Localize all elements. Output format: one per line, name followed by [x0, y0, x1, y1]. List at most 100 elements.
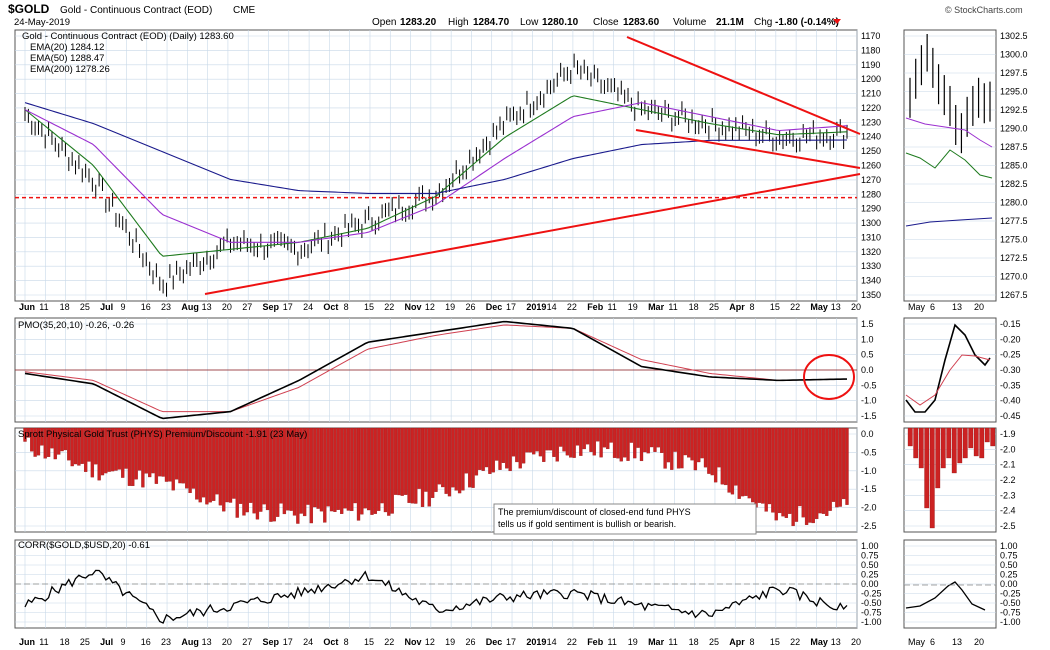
- zoom-y-tick-label: -2.1: [1000, 460, 1016, 470]
- premium-bar: [751, 427, 755, 503]
- premium-bar: [609, 427, 613, 443]
- open-label: Open: [372, 17, 396, 28]
- premium-bar: [306, 427, 310, 505]
- premium-bar: [353, 427, 357, 504]
- down-arrow-icon: [833, 19, 841, 24]
- stockcharts-logo[interactable]: © StockCharts.com: [945, 5, 1023, 15]
- premium-bar: [558, 427, 563, 447]
- header-symbol: $GOLD: [8, 2, 50, 16]
- premium-bar: [720, 427, 725, 485]
- premium-bar: [252, 427, 256, 514]
- premium-bar: [114, 427, 118, 471]
- premium-bar: [545, 427, 549, 451]
- legend-ema200: EMA(200) 1278.26: [30, 64, 110, 75]
- y-tick-label: 1.5: [861, 319, 874, 329]
- premium-bar: [569, 427, 573, 458]
- y-tick-label: 0.75: [861, 551, 879, 561]
- premium-bar: [117, 427, 121, 470]
- zoom-y-tick-label: -0.25: [1000, 589, 1021, 599]
- premium-bar: [212, 427, 216, 501]
- premium-bar: [417, 427, 421, 489]
- premium-bar: [481, 427, 485, 471]
- premium-bar: [798, 427, 802, 507]
- premium-bar: [53, 427, 57, 460]
- premium-bar: [147, 427, 152, 478]
- x-tick-label: Sep: [263, 302, 280, 312]
- header-exchange: CME: [233, 5, 256, 16]
- premium-bar: [104, 427, 108, 474]
- premium-bar: [730, 427, 735, 495]
- premium-bar: [542, 427, 546, 462]
- zoom-y-tick-label: 1275.0: [1000, 235, 1028, 245]
- x-tick-label: 16: [141, 302, 151, 312]
- close-value: 1283.60: [623, 17, 660, 28]
- x-tick-label: 27: [242, 302, 252, 312]
- corr-line: [24, 569, 848, 624]
- premium-bar: [124, 427, 128, 469]
- x-tick-label: 23: [161, 637, 171, 647]
- premium-bar: [740, 427, 745, 497]
- premium-bar: [835, 427, 839, 508]
- premium-bar: [535, 427, 539, 452]
- premium-bar: [242, 427, 246, 516]
- premium-bar: [794, 427, 799, 522]
- chart-marks: [15, 34, 996, 624]
- premium-bar: [525, 427, 529, 453]
- zoom-y-tick-label: 1277.5: [1000, 216, 1028, 226]
- premium-bar: [717, 427, 721, 468]
- premium-bar: [67, 427, 71, 461]
- x-tick-label: 11: [668, 302, 677, 312]
- close-label: Close: [593, 17, 619, 28]
- y-tick-label: 1220: [861, 103, 881, 113]
- panel-frames: [14, 29, 997, 629]
- open-value: 1283.20: [400, 17, 437, 28]
- premium-bar: [811, 427, 815, 524]
- zoom-ema200: [905, 217, 993, 227]
- x-tick-label: 19: [628, 302, 638, 312]
- x-tick-label: 20: [222, 302, 232, 312]
- premium-bar: [218, 427, 223, 506]
- premium-bar: [302, 427, 307, 517]
- ema-line-2: [24, 102, 848, 194]
- y-tick-label: -0.25: [861, 589, 882, 599]
- premium-bar: [791, 427, 795, 527]
- premium-bar: [474, 427, 479, 476]
- x-tick-label: Oct: [323, 637, 338, 647]
- x-tick-label: Jun: [19, 302, 35, 312]
- premium-bar: [764, 427, 768, 512]
- premium-bar: [653, 427, 657, 452]
- x-tick-label: 19: [445, 302, 455, 312]
- chg-value: -1.80 (-0.14%): [775, 17, 839, 28]
- x-tick-label: Dec: [486, 302, 503, 312]
- premium-bar: [323, 427, 327, 523]
- premium-bar: [579, 427, 583, 456]
- volume-label: Volume: [673, 17, 707, 28]
- x-tick-label: 11: [39, 302, 48, 312]
- y-tick-label: -1.5: [861, 484, 877, 494]
- premium-bar: [350, 427, 354, 512]
- legend-ema20: EMA(20) 1284.12: [30, 42, 104, 53]
- premium-bar: [703, 427, 708, 468]
- zoom-y-tick-label: -0.15: [1000, 319, 1021, 329]
- premium-bar: [232, 427, 236, 499]
- zoom-x-tick-label: May: [908, 637, 926, 647]
- ohlc-readout: Open 1283.20 High 1284.70 Low 1280.10 Cl…: [372, 17, 839, 28]
- premium-bar: [289, 427, 293, 511]
- zoom-y-tick-label: 1302.5: [1000, 31, 1028, 41]
- premium-bar: [400, 427, 404, 496]
- premium-bar: [801, 427, 805, 518]
- y-tick-label: 1180: [861, 45, 880, 55]
- x-tick-label: 11: [39, 637, 48, 647]
- premium-bar: [693, 427, 698, 471]
- premium-bar: [397, 427, 401, 496]
- y-tick-label: -0.75: [861, 608, 882, 618]
- premium-bar: [788, 427, 792, 514]
- x-tick-label: 18: [689, 637, 699, 647]
- premium-bar: [623, 427, 627, 458]
- pmo-signal-line: [24, 324, 848, 413]
- premium-bar: [90, 427, 95, 478]
- premium-bar: [272, 427, 276, 522]
- x-tick-label: 19: [445, 637, 455, 647]
- y-tick-label: 0.00: [861, 579, 879, 589]
- premium-bar: [121, 427, 125, 478]
